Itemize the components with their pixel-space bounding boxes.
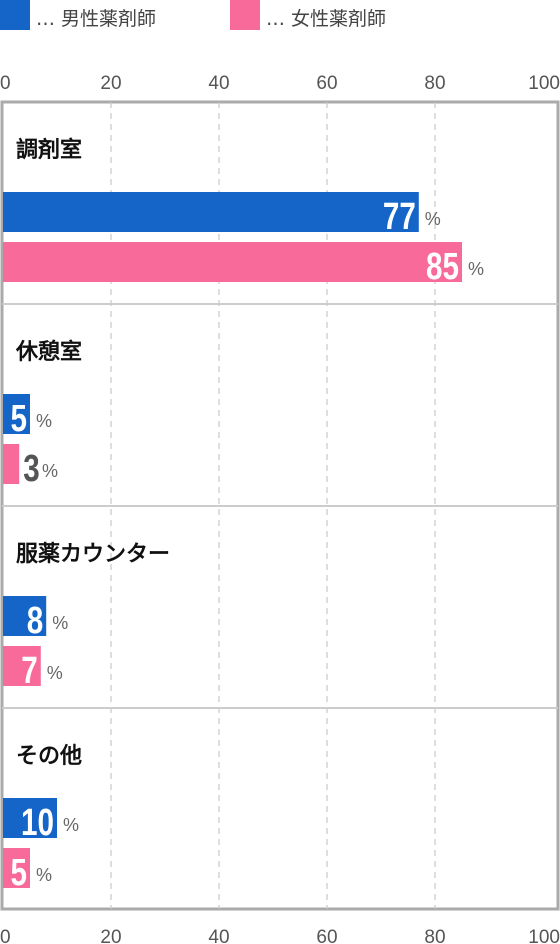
tick-label-bottom-40: 40 (208, 927, 229, 944)
tick-label-top-20: 20 (100, 73, 121, 94)
category-label: その他 (16, 744, 82, 769)
bar-male (3, 394, 30, 434)
tick-label-top-0: 0 (0, 73, 11, 94)
legend-swatch-male (0, 0, 30, 30)
value-label: 5 (11, 852, 27, 894)
value-label: 3 (23, 448, 39, 490)
category-label: 調剤室 (16, 137, 82, 163)
tick-label-bottom-20: 20 (100, 927, 121, 944)
value-label: 10 (21, 802, 54, 844)
legend-label-female: … 女性薬剤師 (266, 8, 387, 30)
tick-label-bottom-60: 60 (316, 927, 337, 944)
legend: … 男性薬剤師 … 女性薬剤師 (0, 0, 560, 34)
legend-label-male: … 男性薬剤師 (36, 8, 157, 30)
legend-swatch-female (230, 0, 260, 30)
tick-label-bottom-100: 100 (528, 927, 560, 944)
bar-female (3, 646, 41, 686)
bar-chart: 0 0 20 20 40 40 60 60 80 80 100 100 調剤室 77% 85% 休憩室 5% 3%… (0, 60, 560, 944)
percent-unit: % (52, 613, 68, 633)
percent-unit: % (42, 461, 58, 481)
tick-label-bottom-80: 80 (424, 927, 445, 944)
category-label: 服薬カウンター (16, 542, 170, 567)
tick-label-top-60: 60 (316, 73, 337, 94)
bar-female (3, 444, 20, 484)
percent-unit: % (425, 209, 441, 229)
bar-male (3, 192, 419, 232)
value-label: 7 (21, 650, 37, 692)
bar-female (3, 848, 30, 888)
tick-label-bottom-0: 0 (0, 927, 11, 944)
percent-unit: % (468, 259, 484, 279)
tick-label-top-40: 40 (208, 73, 229, 94)
bar-male (3, 596, 47, 636)
value-label: 85 (426, 246, 459, 288)
percent-unit: % (47, 663, 63, 683)
bar-female (3, 242, 462, 282)
bar-male (3, 798, 57, 838)
category-label: 休憩室 (15, 339, 82, 365)
tick-label-top-100: 100 (528, 73, 560, 94)
value-label: 77 (383, 196, 416, 238)
percent-unit: % (36, 865, 52, 885)
value-label: 5 (11, 398, 27, 440)
value-label: 8 (27, 600, 43, 642)
tick-label-top-80: 80 (424, 73, 445, 94)
percent-unit: % (36, 411, 52, 431)
percent-unit: % (63, 815, 79, 835)
